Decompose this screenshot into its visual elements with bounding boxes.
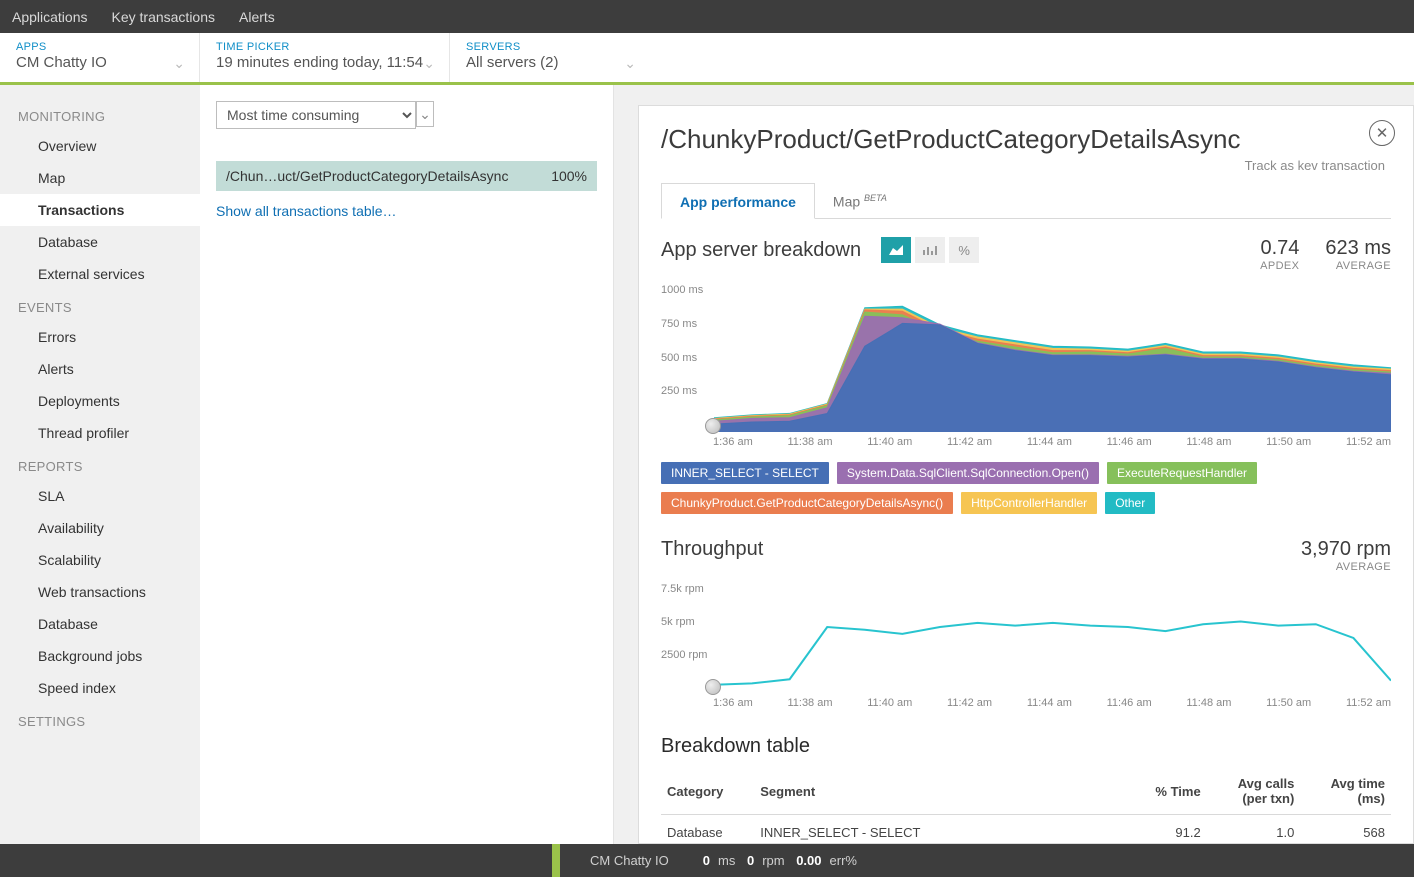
- sidebar-item[interactable]: Transactions: [0, 194, 200, 226]
- sidebar-item[interactable]: External services: [0, 258, 200, 290]
- sidebar-item[interactable]: Web transactions: [0, 576, 200, 608]
- chart-legend: INNER_SELECT - SELECT System.Data.SqlClie…: [661, 462, 1391, 514]
- sidebar-item[interactable]: Errors: [0, 321, 200, 353]
- sidebar-section: REPORTS: [0, 449, 200, 480]
- sidebar-item[interactable]: Availability: [0, 512, 200, 544]
- tab[interactable]: App performance: [661, 183, 815, 219]
- footer-stats: 0ms 0rpm 0.00err%: [699, 853, 861, 868]
- transaction-row[interactable]: /Chun…uct/GetProductCategoryDetailsAsync…: [216, 161, 597, 191]
- chevron-down-icon: ⌄: [423, 55, 435, 72]
- legend-chip[interactable]: HttpControllerHandler: [961, 492, 1097, 514]
- transactions-column: Most time consuming⌄ /Chun…uct/GetProduc…: [200, 85, 614, 844]
- sidebar-item[interactable]: Map: [0, 162, 200, 194]
- throughput-chart: 2500 rpm5k rpm7.5k rpm: [661, 583, 1391, 693]
- detail-tabs: App performanceMap BETA: [661, 183, 1391, 219]
- chevron-down-icon: ⌄: [624, 55, 636, 72]
- time-filter[interactable]: TIME PICKER 19 minutes ending today, 11:…: [200, 33, 450, 82]
- chevron-down-icon: ⌄: [173, 55, 185, 72]
- track-link[interactable]: Track as kev transaction: [1245, 158, 1385, 173]
- sidebar-item[interactable]: Speed index: [0, 672, 200, 704]
- area-chart-icon[interactable]: [881, 237, 911, 263]
- sidebar-item[interactable]: SLA: [0, 480, 200, 512]
- legend-chip[interactable]: INNER_SELECT - SELECT: [661, 462, 829, 484]
- breakdown-title: App server breakdown: [661, 239, 861, 262]
- tab[interactable]: Map BETA: [815, 183, 905, 218]
- throughput-title: Throughput: [661, 538, 763, 561]
- show-all-link[interactable]: Show all transactions table…: [216, 203, 397, 219]
- apps-filter[interactable]: APPS CM Chatty IO ⌄: [0, 33, 200, 82]
- sidebar-section: EVENTS: [0, 290, 200, 321]
- sidebar-item[interactable]: Database: [0, 608, 200, 640]
- status-bar: CM Chatty IO 0ms 0rpm 0.00err%: [0, 844, 1414, 877]
- breakdown-chart: 250 ms500 ms750 ms1000 ms: [661, 282, 1391, 432]
- sidebar-item[interactable]: Thread profiler: [0, 417, 200, 449]
- close-icon[interactable]: ✕: [1369, 120, 1395, 146]
- sort-select[interactable]: Most time consuming: [216, 101, 416, 129]
- sidebar-item[interactable]: Background jobs: [0, 640, 200, 672]
- sidebar-item[interactable]: Alerts: [0, 353, 200, 385]
- sidebar-item[interactable]: Overview: [0, 130, 200, 162]
- bar-chart-icon[interactable]: [915, 237, 945, 263]
- top-nav: Applications Key transactions Alerts: [0, 0, 1414, 33]
- detail-title: /ChunkyProduct/GetProductCategoryDetails…: [661, 124, 1391, 155]
- transaction-name: /Chun…uct/GetProductCategoryDetailsAsync: [226, 168, 508, 184]
- sidebar-section: SETTINGS: [0, 704, 200, 735]
- breakdown-table-title: Breakdown table: [661, 735, 1391, 758]
- sidebar: MONITORINGOverviewMapTransactionsDatabas…: [0, 85, 200, 844]
- detail-pane: ✕ /ChunkyProduct/GetProductCategoryDetai…: [614, 85, 1414, 844]
- topnav-item[interactable]: Alerts: [239, 9, 275, 25]
- sidebar-section: MONITORING: [0, 99, 200, 130]
- topnav-item[interactable]: Applications: [12, 9, 88, 25]
- transaction-pct: 100%: [551, 168, 587, 184]
- slider-handle[interactable]: [705, 418, 721, 434]
- servers-filter[interactable]: SERVERS All servers (2) ⌄: [450, 33, 650, 82]
- legend-chip[interactable]: ExecuteRequestHandler: [1107, 462, 1257, 484]
- sidebar-item[interactable]: Scalability: [0, 544, 200, 576]
- legend-chip[interactable]: Other: [1105, 492, 1155, 514]
- legend-chip[interactable]: ChunkyProduct.GetProductCategoryDetailsA…: [661, 492, 953, 514]
- legend-chip[interactable]: System.Data.SqlClient.SqlConnection.Open…: [837, 462, 1099, 484]
- sidebar-item[interactable]: Deployments: [0, 385, 200, 417]
- slider-handle[interactable]: [705, 679, 721, 695]
- percent-icon[interactable]: %: [949, 237, 979, 263]
- footer-app-name: CM Chatty IO: [560, 853, 699, 868]
- topnav-item[interactable]: Key transactions: [112, 9, 216, 25]
- dropdown-toggle[interactable]: ⌄: [416, 101, 434, 127]
- table-row: DatabaseINNER_SELECT - SELECT91.21.0568: [661, 815, 1391, 845]
- breakdown-table: CategorySegment% TimeAvg calls (per txn)…: [661, 768, 1391, 844]
- sidebar-item[interactable]: Database: [0, 226, 200, 258]
- filter-bar: APPS CM Chatty IO ⌄ TIME PICKER 19 minut…: [0, 33, 1414, 85]
